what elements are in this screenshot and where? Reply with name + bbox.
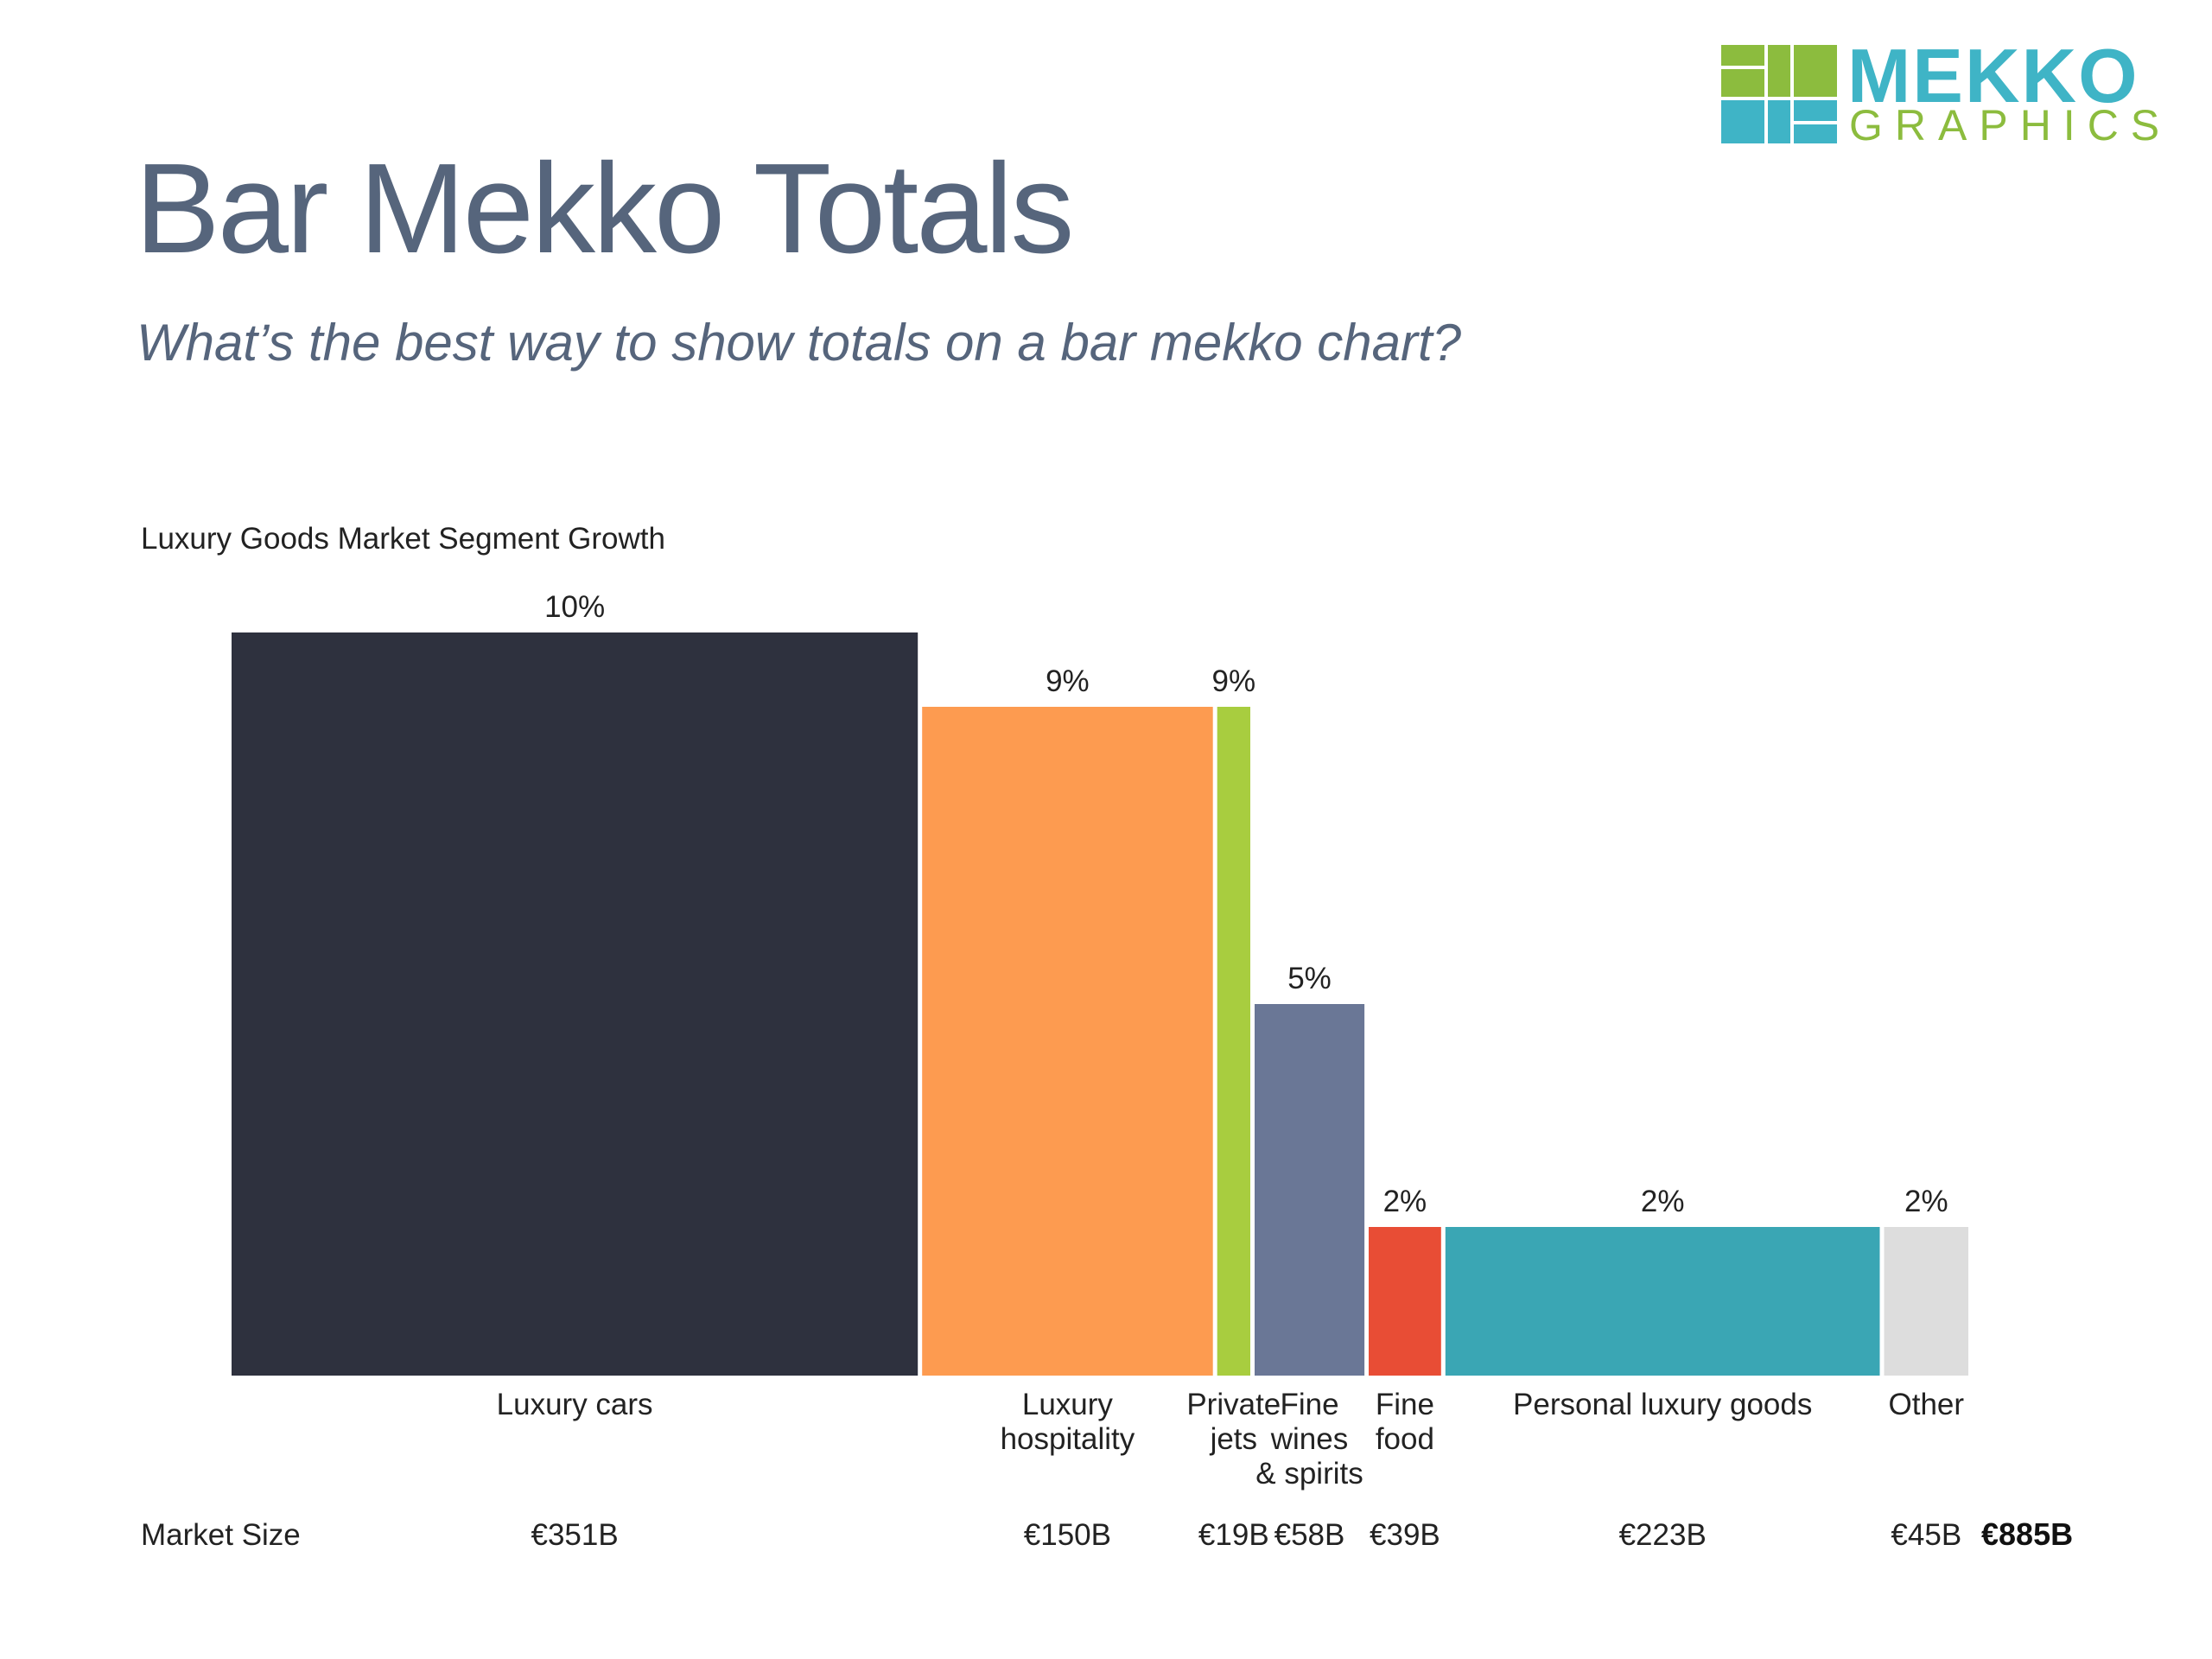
bar-1 xyxy=(922,707,1213,1376)
logo-word-mekko: MEKKO xyxy=(1847,33,2139,118)
category-label-4: Fine food xyxy=(1376,1388,1434,1456)
bar-0 xyxy=(232,632,918,1376)
growth-label-6: 2% xyxy=(1904,1185,1948,1218)
growth-label-4: 2% xyxy=(1383,1185,1427,1218)
market-size-label-3: €58B xyxy=(1274,1518,1345,1552)
mekko-graphics-logo: MEKKO GRAPHICS xyxy=(1719,38,2177,149)
page-title: Bar Mekko Totals xyxy=(135,137,1074,280)
category-label-1: Luxury hospitality xyxy=(1001,1388,1135,1456)
market-size-label-0: €351B xyxy=(531,1518,618,1552)
bar-2 xyxy=(1217,707,1250,1376)
market-size-label-2: €19B xyxy=(1198,1518,1269,1552)
category-label-3: Fine wines & spirits xyxy=(1255,1388,1363,1491)
market-size-label-5: €223B xyxy=(1619,1518,1707,1552)
page-subtitle: What’s the best way to show totals on a … xyxy=(137,314,1461,372)
category-label-5: Personal luxury goods xyxy=(1513,1388,1812,1421)
growth-label-0: 10% xyxy=(544,590,605,624)
bar-5 xyxy=(1445,1227,1880,1376)
growth-label-2: 9% xyxy=(1212,664,1256,698)
logo-mark-icon xyxy=(1721,45,1837,143)
market-size-label-1: €150B xyxy=(1024,1518,1111,1552)
category-label-0: Luxury cars xyxy=(497,1388,653,1421)
growth-label-5: 2% xyxy=(1641,1185,1685,1218)
bar-3 xyxy=(1255,1004,1365,1376)
market-size-total: €885B xyxy=(1981,1516,2073,1552)
bar-4 xyxy=(1369,1227,1441,1376)
market-size-row-label: Market Size xyxy=(141,1518,301,1552)
logo-word-graphics: GRAPHICS xyxy=(1849,101,2172,149)
market-size-label-6: €45B xyxy=(1891,1518,1961,1552)
market-size-label-4: €39B xyxy=(1370,1518,1440,1552)
category-label-2: Private jets xyxy=(1186,1388,1281,1456)
bar-6 xyxy=(1884,1227,1968,1376)
growth-label-3: 5% xyxy=(1287,962,1332,995)
chart-title: Luxury Goods Market Segment Growth xyxy=(141,522,665,556)
growth-label-1: 9% xyxy=(1046,664,1090,698)
category-label-6: Other xyxy=(1889,1388,1965,1421)
